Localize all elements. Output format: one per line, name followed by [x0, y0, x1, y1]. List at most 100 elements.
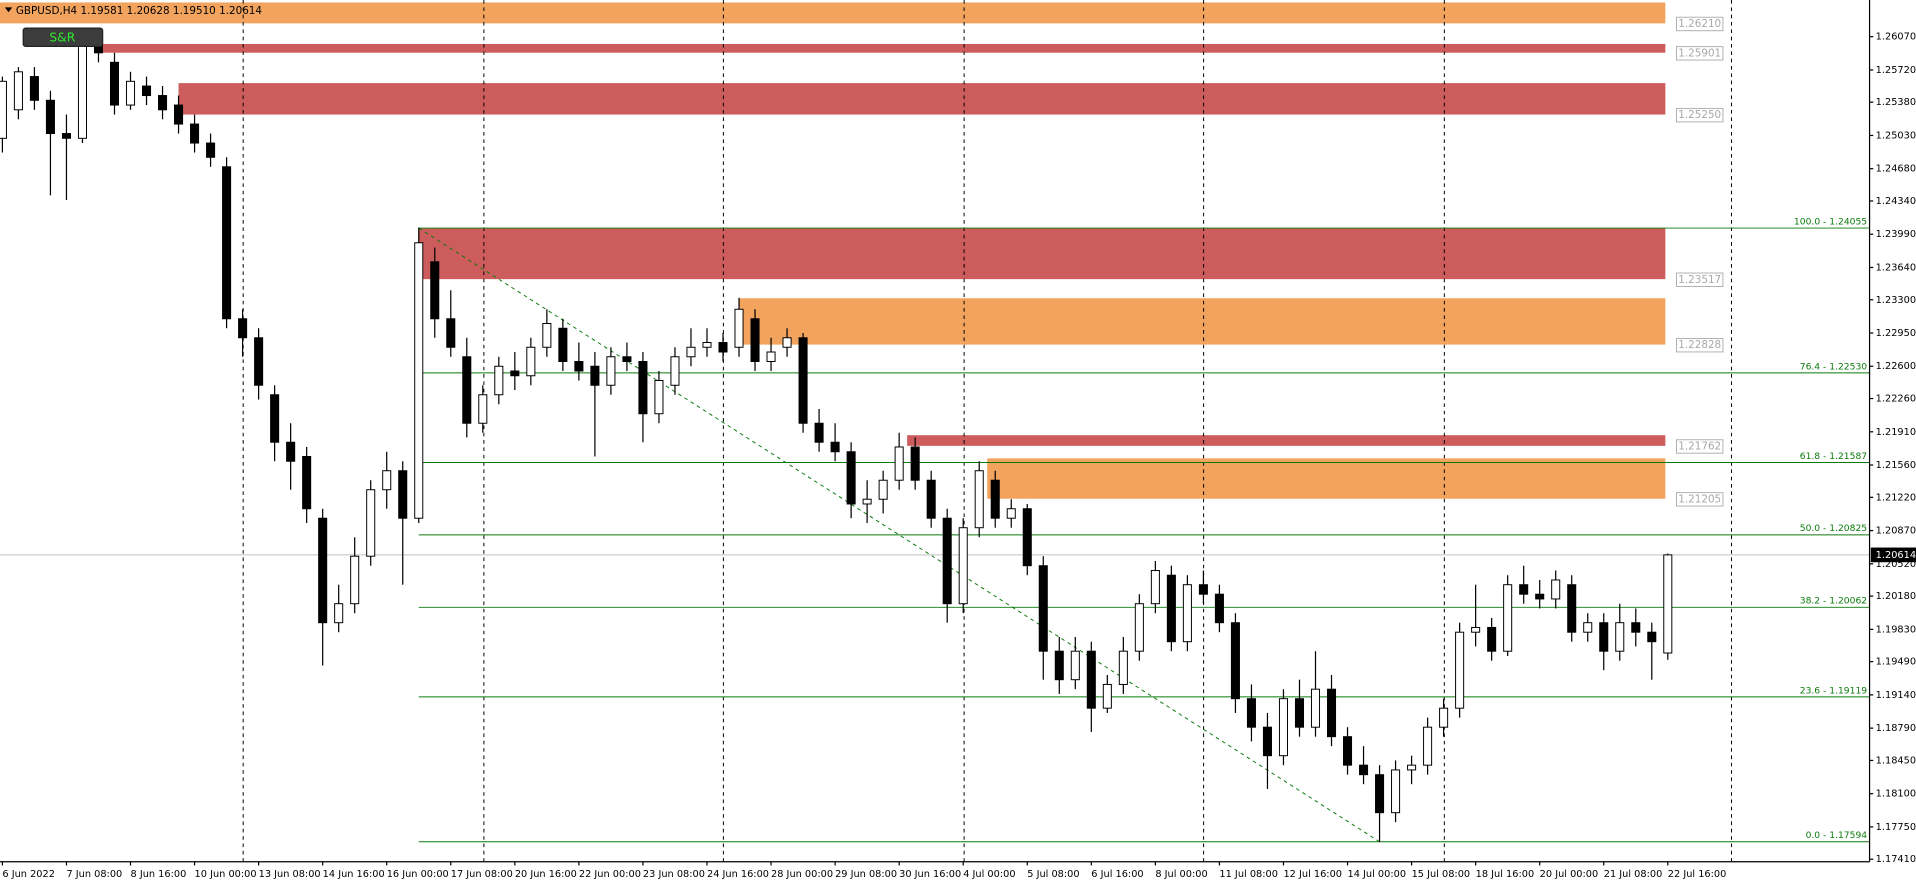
candle-body: [1198, 584, 1208, 595]
fib-level-label: 23.6 - 1.19119: [1800, 685, 1868, 696]
zone-label-box: [1676, 439, 1724, 454]
candle-body: [1503, 584, 1513, 652]
candle-body: [334, 603, 344, 624]
candle-body: [1182, 584, 1192, 643]
y-tick-label: 1.21220: [1876, 492, 1916, 503]
candle-body: [894, 446, 904, 481]
y-tick-label: 1.20180: [1876, 591, 1916, 602]
candle-body: [574, 361, 584, 372]
candle-body: [174, 104, 184, 125]
zone-label-box: [1676, 16, 1724, 32]
y-tick-label: 1.22600: [1876, 361, 1916, 372]
sr-zone: [101, 43, 1666, 53]
candle-body: [1631, 622, 1641, 633]
y-tick-label: 1.23300: [1876, 295, 1916, 306]
candle-body: [782, 337, 792, 348]
x-tick-label: 5 Jul 08:00: [1027, 869, 1079, 880]
candle-body: [1471, 626, 1481, 633]
y-tick-label: 1.18450: [1876, 755, 1916, 766]
candle-body: [350, 555, 360, 605]
candle-body: [878, 479, 888, 500]
candle-body: [1535, 593, 1545, 600]
candle-body: [558, 327, 568, 362]
candle-body: [1310, 688, 1321, 728]
candle-body: [1455, 631, 1465, 709]
x-tick-label: 6 Jul 16:00: [1091, 869, 1143, 880]
candle-body: [125, 80, 136, 106]
y-tick-label: 1.24680: [1876, 164, 1916, 175]
y-tick-label: 1.19140: [1876, 690, 1916, 701]
candle-body: [109, 61, 120, 106]
y-tick-label: 1.25030: [1876, 130, 1916, 141]
sr-button-label[interactable]: S&R: [49, 30, 75, 44]
candle-body: [1519, 584, 1529, 595]
candle-body: [286, 441, 296, 462]
candle-body: [670, 356, 680, 386]
fib-level-label: 61.8 - 1.21587: [1800, 451, 1868, 462]
candle-body: [1150, 569, 1160, 605]
candle-body: [77, 42, 87, 139]
header: GBPUSD,H4 1.19581 1.20628 1.19510 1.2061…: [4, 5, 263, 17]
candle-body: [158, 95, 168, 111]
y-tick-label: 1.17410: [1876, 854, 1916, 865]
candle-body: [526, 346, 536, 377]
close-value: 1.20614: [219, 5, 262, 17]
zones: 1.26210 1.25901 1.25250 1.23517 1.22828 1.217…: [0, 2, 1724, 507]
y-tick-label: 1.18100: [1876, 789, 1916, 800]
x-tick-label: 6 Jun 2022: [2, 869, 55, 880]
candle-body: [318, 517, 328, 624]
x-tick-label: 8 Jun 16:00: [131, 869, 187, 880]
candle-body: [1359, 764, 1369, 776]
low-value: 1.19510: [173, 5, 216, 17]
candle-body: [1583, 622, 1593, 633]
candle-body: [1599, 622, 1609, 652]
fib-level-label: 50.0 - 1.20825: [1800, 523, 1868, 534]
current-price-tag: [1870, 547, 1916, 563]
current-price-label: 1.20614: [1876, 550, 1916, 561]
zone-label-box: [1676, 272, 1724, 287]
y-tick-label: 1.18790: [1876, 723, 1916, 734]
open-value: 1.19581: [80, 5, 123, 17]
candle-body: [846, 451, 856, 505]
x-tick-label: 29 Jun 08:00: [835, 869, 897, 880]
y-tick-label: 1.24340: [1876, 196, 1916, 207]
x-tick-label: 10 Jun 00:00: [195, 869, 257, 880]
candle-body: [1022, 508, 1032, 567]
candle-body: [270, 394, 280, 443]
candle-body: [414, 242, 424, 519]
header-text: GBPUSD,H4 1.19581 1.20628 1.19510 1.2061…: [16, 5, 263, 17]
x-tick-label: 28 Jun 00:00: [771, 869, 833, 880]
fib-level-label: 0.0 - 1.17594: [1806, 830, 1868, 841]
sr-button-bg[interactable]: [22, 27, 104, 48]
candle-body: [222, 166, 232, 320]
candle-body: [990, 479, 1000, 519]
candle-body: [926, 479, 936, 519]
zone-label-box: [1676, 492, 1724, 507]
fib-level-label: 76.4 - 1.22530: [1800, 361, 1868, 372]
x-tick-label: 18 Jul 16:00: [1476, 869, 1535, 880]
candle-body: [478, 394, 488, 424]
y-tick-label: 1.20520: [1876, 559, 1916, 570]
candle-body: [718, 342, 728, 353]
x-tick-label: 8 Jul 00:00: [1155, 869, 1207, 880]
candle-body: [702, 342, 712, 348]
menu-triangle[interactable]: [4, 7, 13, 13]
y-tick-label: 1.19490: [1876, 657, 1916, 668]
x-tick-label: 16 Jun 00:00: [387, 869, 449, 880]
x-tick-label: 30 Jun 16:00: [899, 869, 961, 880]
candle-body: [1246, 698, 1256, 728]
sr-zone: [739, 298, 1666, 345]
x-tick-label: 11 Jul 08:00: [1219, 869, 1278, 880]
sr-button[interactable]: S&R: [22, 27, 104, 48]
sr-zone: [907, 435, 1666, 446]
candle-body: [1567, 584, 1577, 633]
candle-body: [29, 76, 39, 101]
candle-body: [1439, 707, 1449, 728]
candle-body: [1423, 726, 1433, 766]
sr-zone: [987, 458, 1666, 499]
candle-body: [0, 80, 7, 139]
candle-body: [190, 123, 200, 144]
y-tick-label: 1.22260: [1876, 394, 1916, 405]
x-tick-label: 13 Jun 08:00: [259, 869, 321, 880]
